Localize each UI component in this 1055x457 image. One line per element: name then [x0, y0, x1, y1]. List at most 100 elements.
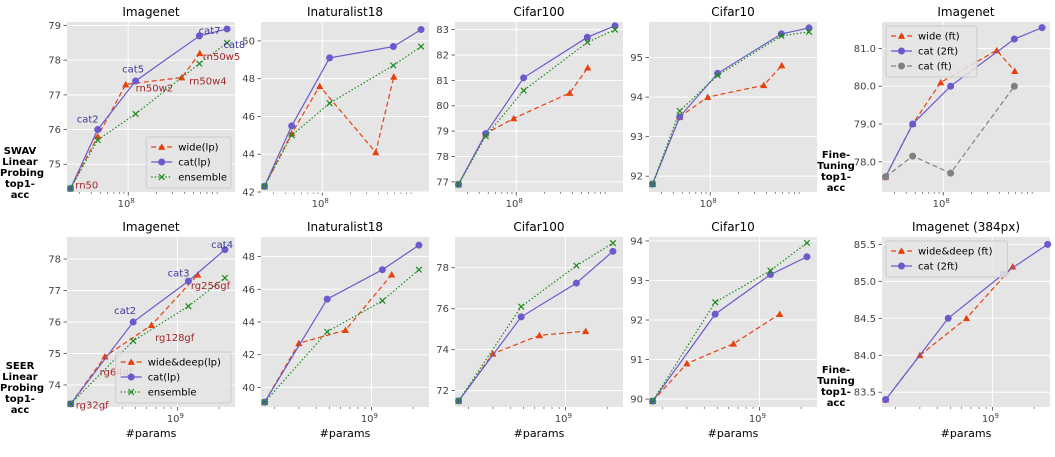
series-line-cat: [264, 244, 420, 403]
y-tick-label: 77: [436, 177, 449, 188]
panel-2: Cifar100 108 77 78 79 80 81 82 83: [436, 5, 623, 210]
panel-title-5: Imagenet: [122, 220, 180, 234]
y-tick-label: 42: [242, 188, 255, 199]
x-tick-label: 109: [749, 412, 766, 425]
point-wide: [341, 326, 350, 334]
panel-bg-3: [649, 22, 817, 192]
point-ensemble: [379, 297, 386, 304]
legend-box: [885, 240, 1008, 278]
y-tick-label: 40: [242, 383, 255, 394]
ft-label-top-line2: top1-acc: [821, 172, 851, 194]
point-ensemble: [221, 274, 229, 282]
point-wide: [1011, 67, 1019, 74]
point-ensemble: [67, 400, 74, 408]
series-line-wide: [70, 274, 199, 405]
legend-label-cat: cat (2ft): [918, 47, 958, 58]
point-cat: [288, 122, 296, 130]
legend-marker-cat: [127, 373, 135, 381]
point-annotation: cat7: [199, 26, 221, 37]
point-ensemble: [517, 303, 525, 310]
point-cat_ft: [882, 173, 890, 181]
x-tick-label: 109: [361, 412, 378, 425]
point-cat: [766, 271, 774, 279]
point-ensemble: [67, 185, 74, 192]
y-tick-label: 75: [48, 160, 61, 171]
y-tick-label: 79: [48, 21, 61, 32]
y-tick-label: 83: [436, 25, 449, 36]
point-ensemble: [415, 266, 423, 273]
point-ensemble: [803, 239, 811, 247]
point-annotation: rn50: [75, 181, 98, 192]
legend-marker-cat: [898, 262, 905, 270]
legend-label-wide: wide(lp): [178, 143, 218, 154]
series-line-cat: [652, 256, 808, 402]
point-ensemble: [711, 299, 719, 306]
series-line-ensemble: [263, 46, 422, 187]
point-ensemble: [455, 397, 462, 405]
point-cat: [1010, 35, 1018, 43]
point-wide: [584, 64, 592, 71]
legend-label-cat: cat(lp): [148, 373, 181, 384]
point-ensemble: [778, 32, 785, 40]
panel-bg-1: [261, 22, 429, 192]
point-ensemble: [94, 136, 101, 144]
y-tick-label: 46: [242, 285, 255, 296]
panel-7: Cifar100 109 72 74 76 78 #params: [436, 220, 623, 440]
y-tick-label: 79: [436, 127, 449, 138]
panel-title-7: Cifar100: [513, 220, 564, 234]
point-cat: [94, 126, 102, 134]
point-annotation: cat2: [77, 115, 99, 126]
legend-label-cat: cat(lp): [178, 158, 211, 169]
series-line-wide: [652, 313, 781, 402]
point-wide: [776, 310, 784, 317]
legend-label-wide: wide&deep(lp): [148, 358, 221, 369]
point-cat: [1038, 24, 1046, 32]
panel-title-6: Inaturalist18: [307, 220, 383, 234]
row-label-seer: SEER Linear Probing top1-acc: [0, 361, 44, 416]
point-ensemble: [288, 132, 295, 139]
point-ensemble: [649, 180, 656, 188]
y-tick-label: 85.5: [854, 240, 876, 251]
point-wide: [566, 89, 574, 96]
point-wide: [316, 82, 324, 90]
point-annotation: rn50w2: [136, 83, 174, 94]
series-line-wide: [264, 274, 393, 403]
series-line-cat: [885, 243, 1048, 400]
legend-marker-wide: [897, 247, 906, 254]
legend-marker-cat: [158, 158, 166, 166]
y-tick-label: 79.0: [854, 120, 876, 131]
row-label-swav-line3: top1-acc: [5, 179, 35, 201]
point-wide: [704, 93, 712, 100]
point-annotation: cat3: [168, 268, 190, 279]
x-tick-label: 109: [982, 412, 999, 425]
point-wide: [760, 81, 768, 89]
point-wide: [196, 49, 204, 57]
legend-marker-ensemble: [127, 388, 135, 396]
point-ensemble: [455, 181, 462, 188]
point-cat: [803, 253, 811, 261]
panel-title-8: Cifar10: [711, 220, 755, 234]
x-axis-label-5: #params: [126, 427, 177, 440]
series-line-wide: [458, 330, 586, 402]
y-tick-label: 50: [242, 36, 255, 47]
legend-marker-wide: [158, 143, 166, 150]
point-cat: [947, 82, 955, 90]
point-cat: [195, 32, 203, 40]
point-cat: [417, 26, 425, 34]
x-tick-label: 108: [700, 197, 717, 210]
row-label-seer-line2: Linear Probing: [0, 372, 44, 394]
point-ensemble: [417, 43, 425, 50]
point-cat: [517, 313, 525, 321]
y-tick-label: 75: [48, 349, 61, 360]
y-tick-label: 76: [48, 318, 61, 329]
x-tick-label: 109: [167, 412, 184, 425]
x-axis-label-6: #params: [320, 427, 371, 440]
point-cat: [1044, 240, 1052, 248]
y-tick-label: 78.0: [854, 157, 876, 168]
series-line-cat: [70, 249, 226, 405]
point-cat: [676, 113, 684, 121]
series-line-ensemble: [652, 242, 808, 402]
y-tick-label: 83.5: [854, 388, 876, 399]
legend-9: wide&deep (ft) cat (2ft): [885, 240, 1008, 278]
row-label-seer-line1: SEER: [5, 361, 35, 372]
